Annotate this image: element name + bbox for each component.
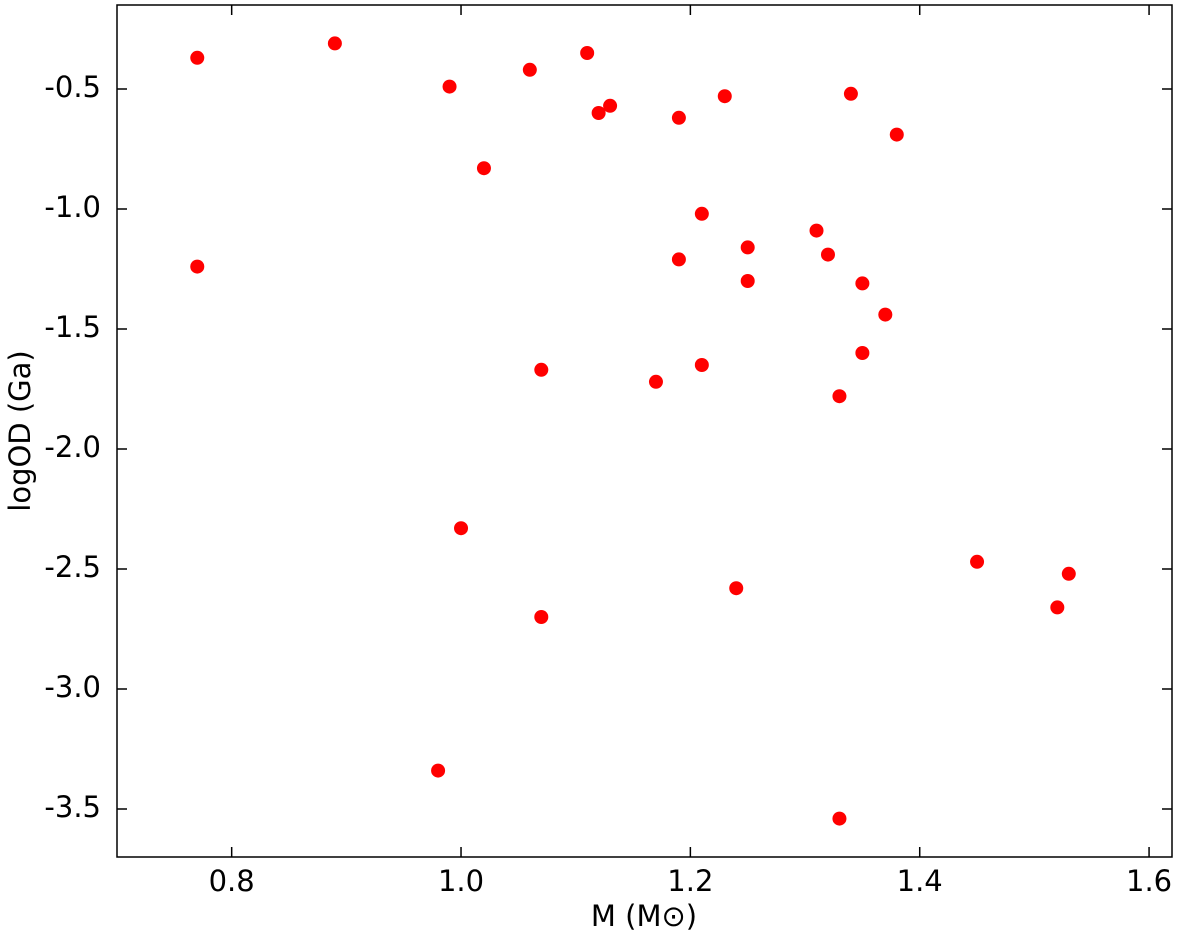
point — [809, 223, 824, 238]
point — [327, 36, 342, 51]
point — [591, 106, 606, 120]
point — [820, 247, 835, 262]
point — [431, 763, 446, 778]
y-axis-label: logOD (Ga) — [3, 350, 37, 511]
x-tick-label: 0.8 — [209, 864, 255, 898]
point — [970, 554, 985, 569]
point — [694, 206, 709, 221]
point — [603, 98, 618, 113]
y-tick-label: -3.0 — [44, 670, 101, 704]
x-tick-label: 1.0 — [438, 864, 484, 898]
point — [1050, 600, 1065, 615]
point — [534, 610, 549, 624]
x-tick-label: 1.6 — [1126, 864, 1172, 898]
x-tick-label: 1.4 — [897, 864, 943, 898]
x-axis-label: M (M⊙) — [591, 899, 697, 933]
point — [190, 259, 205, 274]
point — [855, 346, 870, 360]
point — [832, 389, 847, 404]
point — [580, 46, 595, 60]
y-tick-label: -1.5 — [44, 310, 101, 344]
point — [190, 50, 205, 65]
point — [889, 127, 904, 142]
point — [740, 240, 755, 255]
point — [832, 811, 847, 826]
point — [878, 307, 893, 322]
point — [1061, 566, 1076, 581]
y-tick-label: -2.5 — [44, 550, 101, 584]
point — [671, 252, 686, 267]
point — [740, 274, 755, 288]
point — [855, 276, 870, 291]
point — [648, 374, 663, 389]
point — [843, 86, 858, 101]
point — [522, 62, 537, 77]
point — [476, 161, 491, 176]
y-tick-label: -3.5 — [44, 790, 101, 824]
x-tick-label: 1.2 — [667, 864, 713, 898]
point — [717, 89, 732, 104]
point — [671, 110, 686, 125]
y-tick-label: -0.5 — [44, 70, 101, 104]
point — [454, 521, 469, 536]
plot-frame — [116, 4, 1173, 858]
point — [534, 362, 549, 377]
y-tick-label: -2.0 — [44, 430, 101, 464]
y-tick-label: -1.0 — [44, 190, 101, 224]
point — [442, 79, 457, 94]
point — [729, 581, 744, 596]
point — [694, 358, 709, 372]
